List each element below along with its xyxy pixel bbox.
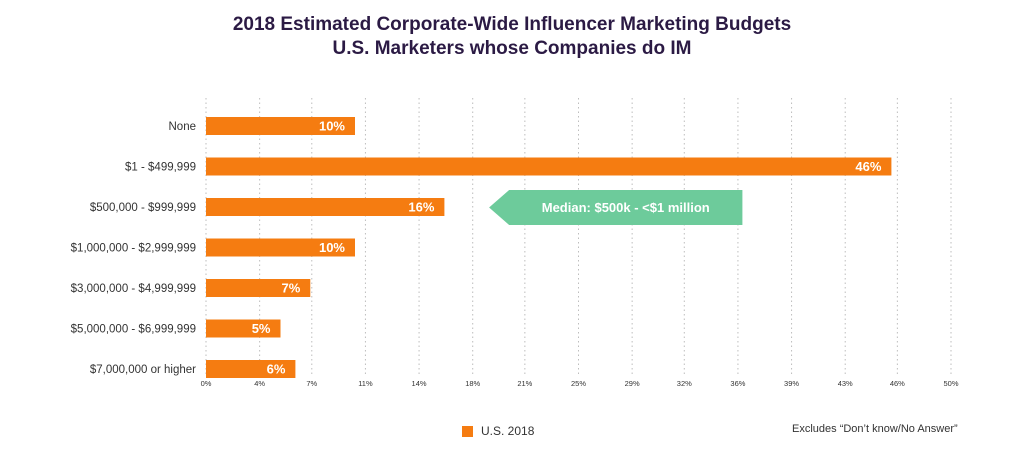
x-tick-label: 32% <box>677 379 692 388</box>
category-label: $1,000,000 - $2,999,999 <box>71 243 196 255</box>
footnote: Excludes “Don’t know/No Answer” <box>792 423 958 435</box>
category-label: $3,000,000 - $4,999,999 <box>71 283 196 295</box>
x-tick-label: 36% <box>730 379 745 388</box>
legend-label: U.S. 2018 <box>481 424 535 438</box>
x-tick-label: 29% <box>625 379 640 388</box>
x-tick-label: 18% <box>465 379 480 388</box>
x-tick-label: 7% <box>306 379 317 388</box>
x-tick-label: 14% <box>412 379 427 388</box>
bar <box>206 117 355 135</box>
data-label: 7% <box>282 281 301 296</box>
chart-subtitle: U.S. Marketers whose Companies do IM <box>332 38 692 59</box>
x-tick-label: 25% <box>571 379 586 388</box>
x-tick-label: 43% <box>838 379 853 388</box>
data-label: 6% <box>267 362 286 377</box>
data-label: 16% <box>408 200 434 215</box>
category-label: $500,000 - $999,999 <box>90 202 196 214</box>
bar <box>206 319 281 338</box>
category-label: $7,000,000 or higher <box>90 364 196 376</box>
bar <box>206 198 445 216</box>
chart-title: 2018 Estimated Corporate-Wide Influencer… <box>232 14 792 35</box>
x-tick-label: 0% <box>201 379 212 388</box>
data-label: 46% <box>855 159 881 174</box>
bar <box>206 279 311 297</box>
median-callout-arrow <box>489 190 743 225</box>
category-label: $1 - $499,999 <box>125 162 196 174</box>
data-label: 10% <box>319 119 345 134</box>
bar <box>206 360 296 378</box>
bar <box>206 157 892 176</box>
category-label: $5,000,000 - $6,999,999 <box>71 324 196 336</box>
data-label: 5% <box>252 321 271 336</box>
x-tick-label: 4% <box>254 379 265 388</box>
x-tick-label: 11% <box>358 379 373 388</box>
x-tick-label: 46% <box>890 379 905 388</box>
data-label: 10% <box>319 240 345 255</box>
x-tick-label: 21% <box>517 379 532 388</box>
x-tick-label: 50% <box>943 379 958 388</box>
legend: U.S. 2018 <box>462 424 534 438</box>
median-callout-text: Median: $500k - <$1 million <box>542 200 710 215</box>
bar <box>206 238 355 257</box>
category-label: None <box>169 121 197 133</box>
x-tick-label: 39% <box>784 379 799 388</box>
legend-swatch <box>462 425 473 437</box>
